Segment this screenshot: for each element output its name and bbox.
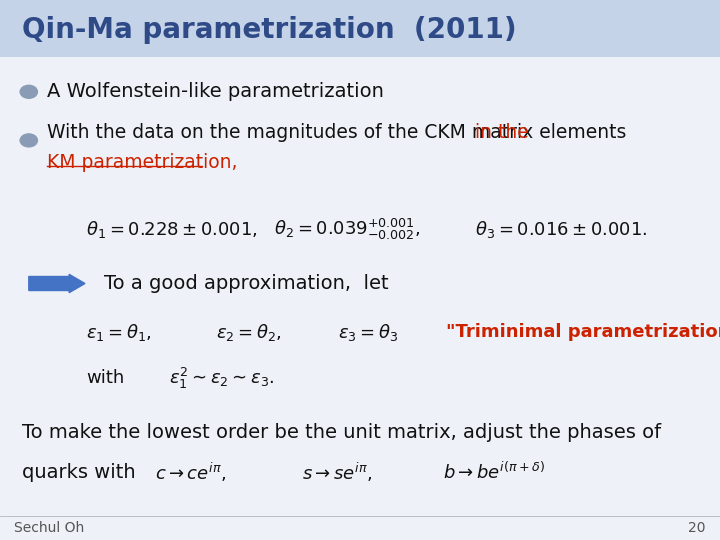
Text: $\theta_3 = 0.016 \pm 0.001.$: $\theta_3 = 0.016 \pm 0.001.$ — [475, 219, 648, 240]
Text: $b \to be^{i(\pi+\delta)}$: $b \to be^{i(\pi+\delta)}$ — [443, 462, 544, 483]
Text: in the: in the — [475, 123, 529, 142]
Text: $\theta_1 = 0.228 \pm 0.001,$: $\theta_1 = 0.228 \pm 0.001,$ — [86, 219, 258, 240]
Text: $s \to se^{i\pi},$: $s \to se^{i\pi},$ — [302, 461, 373, 484]
Text: 20: 20 — [688, 521, 706, 535]
Text: To a good approximation,  let: To a good approximation, let — [104, 274, 389, 293]
Text: With the data on the magnitudes of the CKM matrix elements: With the data on the magnitudes of the C… — [47, 123, 632, 142]
Text: A Wolfenstein-like parametrization: A Wolfenstein-like parametrization — [47, 82, 384, 102]
FancyArrow shape — [29, 274, 85, 293]
Text: $\epsilon_1 = \theta_1,$: $\epsilon_1 = \theta_1,$ — [86, 322, 152, 342]
Text: with: with — [86, 369, 125, 387]
Text: $\epsilon_1^2 \sim \epsilon_2 \sim \epsilon_3.$: $\epsilon_1^2 \sim \epsilon_2 \sim \epsi… — [169, 366, 275, 390]
Text: Sechul Oh: Sechul Oh — [14, 521, 85, 535]
Text: $\epsilon_2 = \theta_2,$: $\epsilon_2 = \theta_2,$ — [216, 322, 282, 342]
Text: $\theta_2 = 0.039^{+0.001}_{-0.002},$: $\theta_2 = 0.039^{+0.001}_{-0.002},$ — [274, 217, 420, 242]
Text: "Triminimal parametrization": "Triminimal parametrization" — [446, 323, 720, 341]
Circle shape — [20, 85, 37, 98]
FancyBboxPatch shape — [0, 0, 720, 57]
Text: $c \to ce^{i\pi},$: $c \to ce^{i\pi},$ — [155, 461, 226, 484]
Text: quarks with: quarks with — [22, 463, 135, 482]
Text: $\epsilon_3 = \theta_3$: $\epsilon_3 = \theta_3$ — [338, 322, 399, 342]
Circle shape — [20, 134, 37, 147]
Text: Qin-Ma parametrization  (2011): Qin-Ma parametrization (2011) — [22, 16, 516, 44]
Text: KM parametrization,: KM parametrization, — [47, 152, 238, 172]
Text: To make the lowest order be the unit matrix, adjust the phases of: To make the lowest order be the unit mat… — [22, 422, 661, 442]
